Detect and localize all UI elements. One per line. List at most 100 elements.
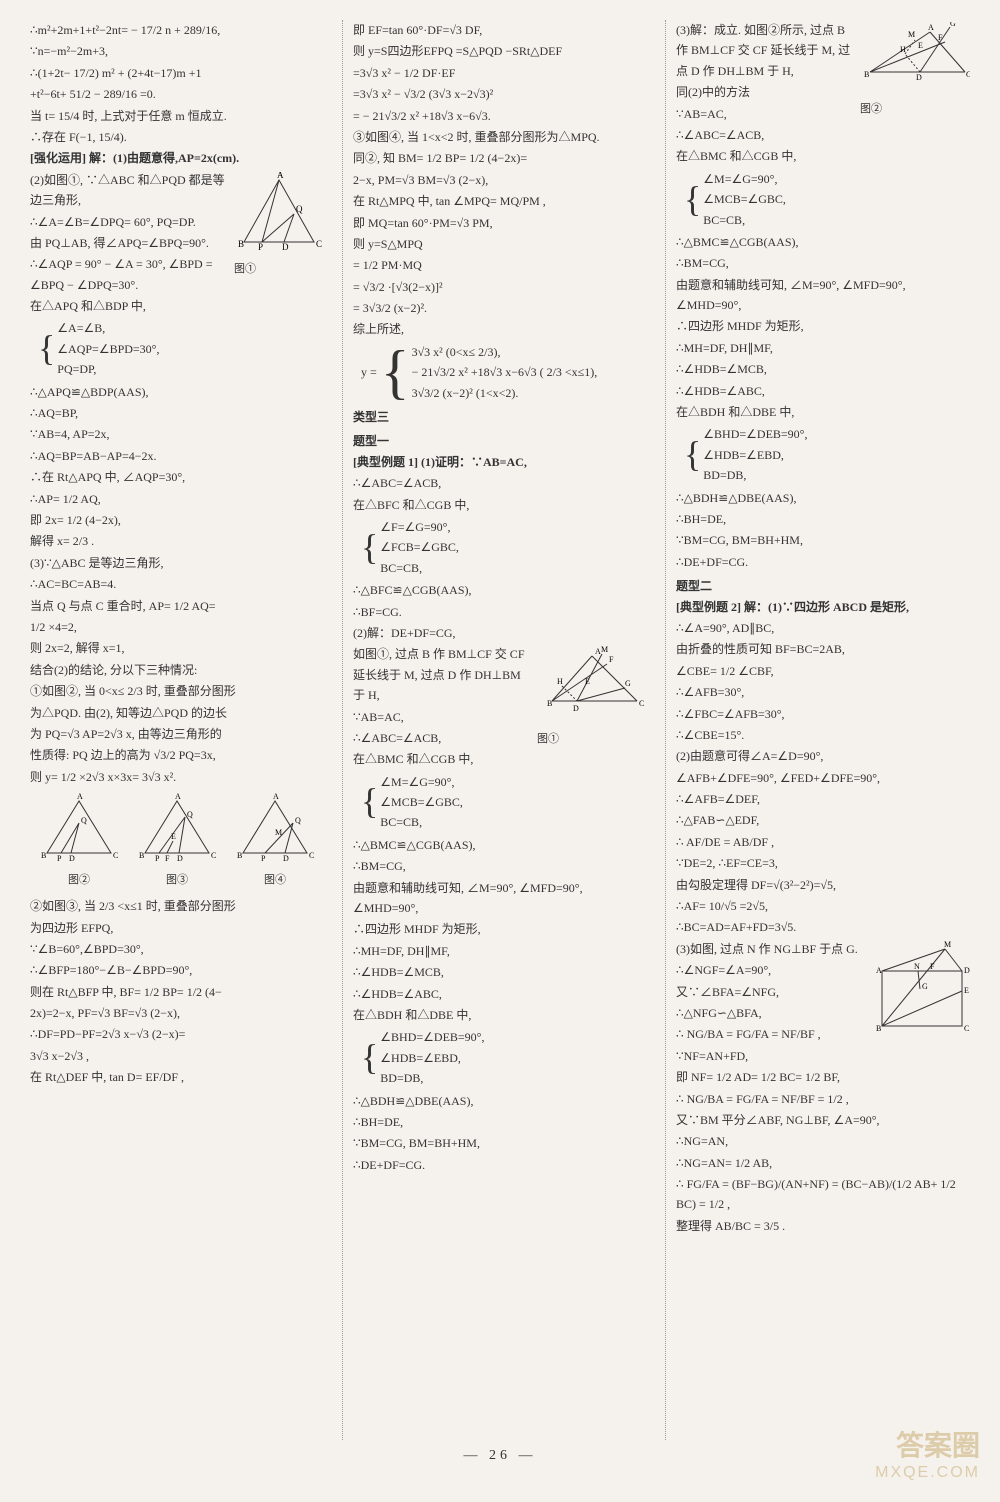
text-line: ∴DE+DF=CG. — [353, 1155, 647, 1175]
text-line: ∴MH=DF, DH∥MF, — [676, 338, 970, 358]
text-line: ∵DE=2, ∴EF=CE=3, — [676, 853, 970, 873]
text-line: 在△BMC 和△CGB 中, — [353, 749, 647, 769]
figure-row: A B C P D Q 图② A B C P — [30, 793, 324, 890]
text-line: 解得 x= 2/3 . — [30, 531, 324, 551]
text-line: ∴DE+DF=CG. — [676, 552, 970, 572]
text-line: ∴AQ=BP=AB−AP=4−2x. — [30, 446, 324, 466]
text-line: ∴NG=AN= 1/2 AB, — [676, 1153, 970, 1173]
text-line: 结合(2)的结论, 分以下三种情况: — [30, 660, 324, 680]
text-line: ∴∠FBC=∠AFB=30°, — [676, 704, 970, 724]
svg-text:P: P — [258, 242, 263, 252]
text-line: = 1/2 PM·MQ — [353, 255, 647, 275]
svg-text:M: M — [275, 828, 282, 837]
text-line: ∴在 Rt△APQ 中, ∠AQP=30°, — [30, 467, 324, 487]
figure-caption: 图② — [860, 100, 970, 119]
brace-line: ∠M=∠G=90°, — [380, 772, 463, 792]
svg-text:C: C — [316, 239, 322, 249]
svg-text:B: B — [238, 239, 244, 249]
svg-text:H: H — [557, 677, 563, 686]
piecewise-line: − 21√3/2 x² +18√3 x−6√3 ( 2/3 <x≤1), — [412, 362, 598, 382]
text-line: = √3/2 ·[√3(2−x)]² — [353, 277, 647, 297]
text-line: ∠AFB+∠DFE=90°, ∠FED+∠DFE=90°, — [676, 768, 970, 788]
svg-text:C: C — [639, 699, 644, 708]
svg-text:D: D — [964, 966, 970, 975]
text-line: 2−x, PM=√3 BM=√3 (2−x), — [353, 170, 647, 190]
brace-line: BC=CB, — [380, 812, 463, 832]
column-3: B C A G M D H E F 图② (3)解：成立. 如图②所示, 过点 … — [665, 20, 970, 1440]
svg-text:B: B — [547, 699, 552, 708]
text-line: ∴ NG/BA = FG/FA = NF/BF = 1/2 , — [676, 1089, 970, 1109]
svg-text:H: H — [900, 45, 906, 54]
svg-text:Q: Q — [81, 816, 87, 825]
text-line: 则 y=S△MPQ — [353, 234, 647, 254]
svg-text:F: F — [165, 854, 170, 863]
text-line: ∴MH=DF, DH∥MF, — [353, 941, 647, 961]
svg-text:E: E — [171, 832, 176, 841]
text-line: 则 y= 1/2 ×2√3 x×3x= 3√3 x². — [30, 767, 324, 787]
text-line: ∴△BDH≌△DBE(AAS), — [676, 488, 970, 508]
text-line: ①如图②, 当 0<x≤ 2/3 时, 重叠部分图形 — [30, 681, 324, 701]
text-line: ∴BH=DE, — [676, 509, 970, 529]
svg-text:A: A — [77, 793, 83, 801]
brace-line: ∠MCB=∠GBC, — [703, 189, 786, 209]
text-line: ∴AP= 1/2 AQ, — [30, 489, 324, 509]
brace-system: { ∠A=∠B, ∠AQP=∠BPD=30°, PQ=DP, — [38, 318, 324, 379]
text-line: 当点 Q 与点 C 重合时, AP= 1/2 AQ= — [30, 596, 324, 616]
text-line: 即 NF= 1/2 AD= 1/2 BC= 1/2 BF, — [676, 1067, 970, 1087]
figure-caption: 图③ — [137, 871, 217, 890]
text-line: ∵NF=AN+FD, — [676, 1046, 970, 1066]
text-line: ∴△BMC≌△CGB(AAS), — [353, 835, 647, 855]
text-line: (3)∵△ABC 是等边三角形, — [30, 553, 324, 573]
text-line: ∴BC=AD=AF+FD=3√5. — [676, 917, 970, 937]
text-line: 为△PQD. 由(2), 知等边△PQD 的边长 — [30, 703, 324, 723]
text-line: ∴四边形 MHDF 为矩形, — [676, 316, 970, 336]
svg-text:G: G — [922, 982, 928, 991]
svg-text:D: D — [916, 73, 922, 82]
svg-text:D: D — [283, 854, 289, 863]
text-line: 为 PQ=√3 AP=2√3 x, 由等边三角形的 — [30, 724, 324, 744]
text-line: ∴ AF/DE = AB/DF , — [676, 832, 970, 852]
brace-line: ∠HDB=∠EBD, — [703, 445, 807, 465]
text-line: 在△APQ 和△BDP 中, — [30, 296, 324, 316]
svg-text:F: F — [938, 33, 943, 42]
text-line: 即 MQ=tan 60°·PM=√3 PM, — [353, 213, 647, 233]
svg-text:F: F — [930, 962, 935, 971]
text-line: 由折叠的性质可知 BF=BC=2AB, — [676, 639, 970, 659]
text-line: 性质得: PQ 边上的高为 √3/2 PQ=3x, — [30, 745, 324, 765]
text-line: 整理得 AB/BC = 3/5 . — [676, 1216, 970, 1236]
text-line: ∴∠HDB=∠MCB, — [353, 962, 647, 982]
text-line: ∴∠AFB=30°, — [676, 682, 970, 702]
text-line: ∴△BFC≌△CGB(AAS), — [353, 580, 647, 600]
text-line: ∴∠BFP=180°−∠B−∠BPD=90°, — [30, 960, 324, 980]
brace-system: { ∠BHD=∠DEB=90°, ∠HDB=∠EBD, BD=DB, — [684, 424, 970, 485]
svg-text:A: A — [277, 172, 284, 180]
text-line: 即 EF=tan 60°·DF=√3 DF, — [353, 20, 647, 40]
text-line: ∴∠A=90°, AD∥BC, — [676, 618, 970, 638]
text-line: ∴四边形 MHDF 为矩形, — [353, 919, 647, 939]
section-heading: [强化运用] 解：(1)由题意得,AP=2x(cm). — [30, 148, 324, 168]
figure-col2-1: B C A M F G D H E 图① — [537, 646, 647, 748]
text-line: ∴AF= 10/√5 =2√5, — [676, 896, 970, 916]
text-line: ∴△BMC≌△CGB(AAS), — [676, 232, 970, 252]
figure-caption: 图① — [537, 730, 647, 749]
text-line: 在△BDH 和△DBE 中, — [676, 402, 970, 422]
svg-text:P: P — [261, 854, 266, 863]
svg-text:C: C — [966, 70, 970, 79]
text-line: 由题意和辅助线可知, ∠M=90°, ∠MFD=90°, ∠MHD=90°, — [676, 275, 970, 316]
svg-text:A: A — [175, 793, 181, 801]
text-line: 在△BDH 和△DBE 中, — [353, 1005, 647, 1025]
text-line: 则 y=S四边形EFPQ =S△PQD −SRt△DEF — [353, 41, 647, 61]
text-line: = − 21√3/2 x² +18√3 x−6√3. — [353, 106, 647, 126]
text-line: 则 2x=2, 解得 x=1, — [30, 638, 324, 658]
column-1: ∴m²+2m+1+t²−2nt= − 17/2 n + 289/16, ∵n=−… — [30, 20, 324, 1440]
svg-text:E: E — [918, 41, 923, 50]
text-line: ∴∠HDB=∠MCB, — [676, 359, 970, 379]
piecewise-line: 3√3/2 (x−2)² (1<x<2). — [412, 383, 598, 403]
watermark: 答案圈 MXQE.COM — [875, 1424, 980, 1482]
text-line: 由题意和辅助线可知, ∠M=90°, ∠MFD=90°, ∠MHD=90°, — [353, 878, 647, 919]
text-line: =3√3 x² − 1/2 DF·EF — [353, 63, 647, 83]
text-line: ∴存在 F(−1, 15/4). — [30, 127, 324, 147]
text-line: ∵BM=CG, BM=BH+HM, — [676, 530, 970, 550]
text-line: 3√3 x−2√3 , — [30, 1046, 324, 1066]
text-line: ③如图④, 当 1<x<2 时, 重叠部分图形为△MPQ. — [353, 127, 647, 147]
